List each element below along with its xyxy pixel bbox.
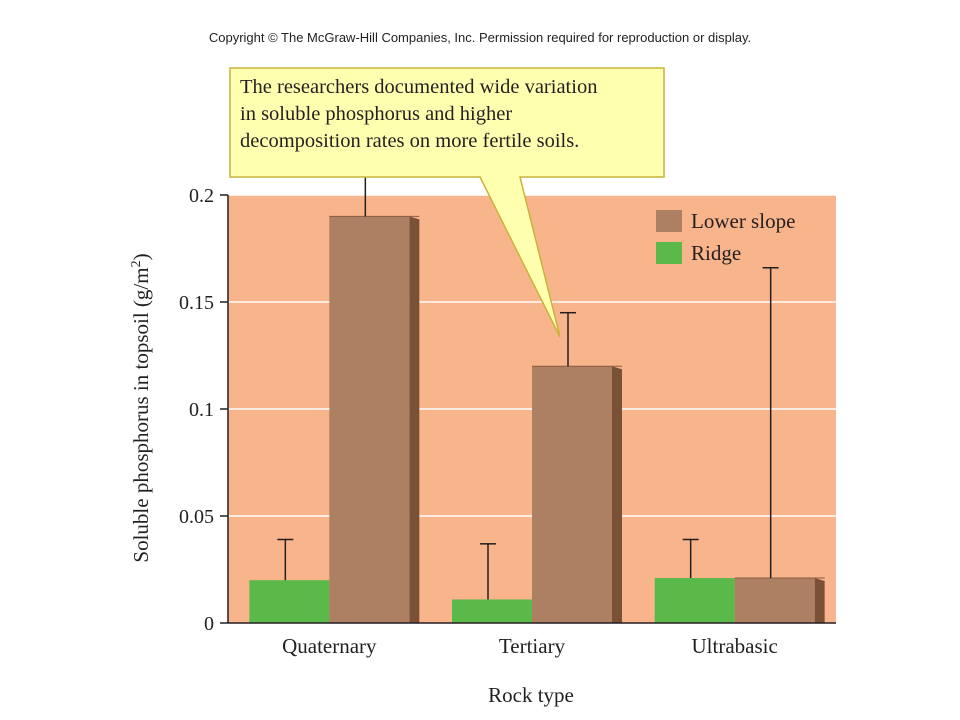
- bar-ridge: [249, 580, 330, 623]
- y-tick-label: 0: [204, 613, 214, 635]
- y-tick-label: 0.1: [189, 399, 214, 421]
- x-axis-label: Rock type: [488, 683, 574, 707]
- y-ticks: 0 0.05 0.1 0.15 0.2: [179, 185, 228, 635]
- bar-lower-slope: [532, 366, 612, 623]
- x-tick-labels: Quaternary Tertiary Ultrabasic: [282, 634, 778, 658]
- y-axis-label-text: Soluble phosphorus in topsoil (g/m: [129, 267, 153, 562]
- legend: Lower slope Ridge: [656, 209, 795, 265]
- y-axis-label-superscript: 2: [129, 260, 144, 267]
- bar-ridge: [654, 578, 735, 623]
- y-axis-label-close: ): [129, 253, 153, 260]
- y-tick-label: 0.2: [189, 185, 214, 207]
- bar-lower-slope: [734, 578, 815, 623]
- bar-lower-slope-side: [612, 366, 622, 623]
- y-axis-label: Soluble phosphorus in topsoil (g/m2): [129, 253, 153, 562]
- callout: [229, 67, 665, 338]
- x-tick-label: Ultrabasic: [692, 634, 778, 658]
- bar-lower-slope-side: [409, 216, 420, 623]
- bars: [249, 215, 825, 623]
- copyright-notice: Copyright © The McGraw-Hill Companies, I…: [208, 30, 752, 45]
- x-tick-label: Quaternary: [282, 634, 377, 658]
- callout-line: in soluble phosphorus and higher: [240, 103, 513, 125]
- bar-ridge: [452, 599, 532, 623]
- legend-swatch: [656, 242, 682, 264]
- legend-label: Ridge: [691, 241, 741, 265]
- bar-lower-slope-side: [814, 578, 825, 623]
- error-bars: [277, 173, 779, 600]
- y-tick-label: 0.15: [179, 292, 214, 314]
- x-tick-label: Tertiary: [499, 634, 566, 658]
- callout-text: The researchers documented wide variatio…: [240, 74, 665, 155]
- callout-line: The researchers documented wide variatio…: [240, 76, 598, 98]
- y-tick-label: 0.05: [179, 506, 214, 528]
- callout-box: [229, 67, 665, 338]
- legend-label: Lower slope: [691, 209, 795, 233]
- bar-lower-slope: [329, 216, 410, 623]
- callout-line: decomposition rates on more fertile soil…: [240, 130, 580, 152]
- legend-swatch: [656, 210, 682, 232]
